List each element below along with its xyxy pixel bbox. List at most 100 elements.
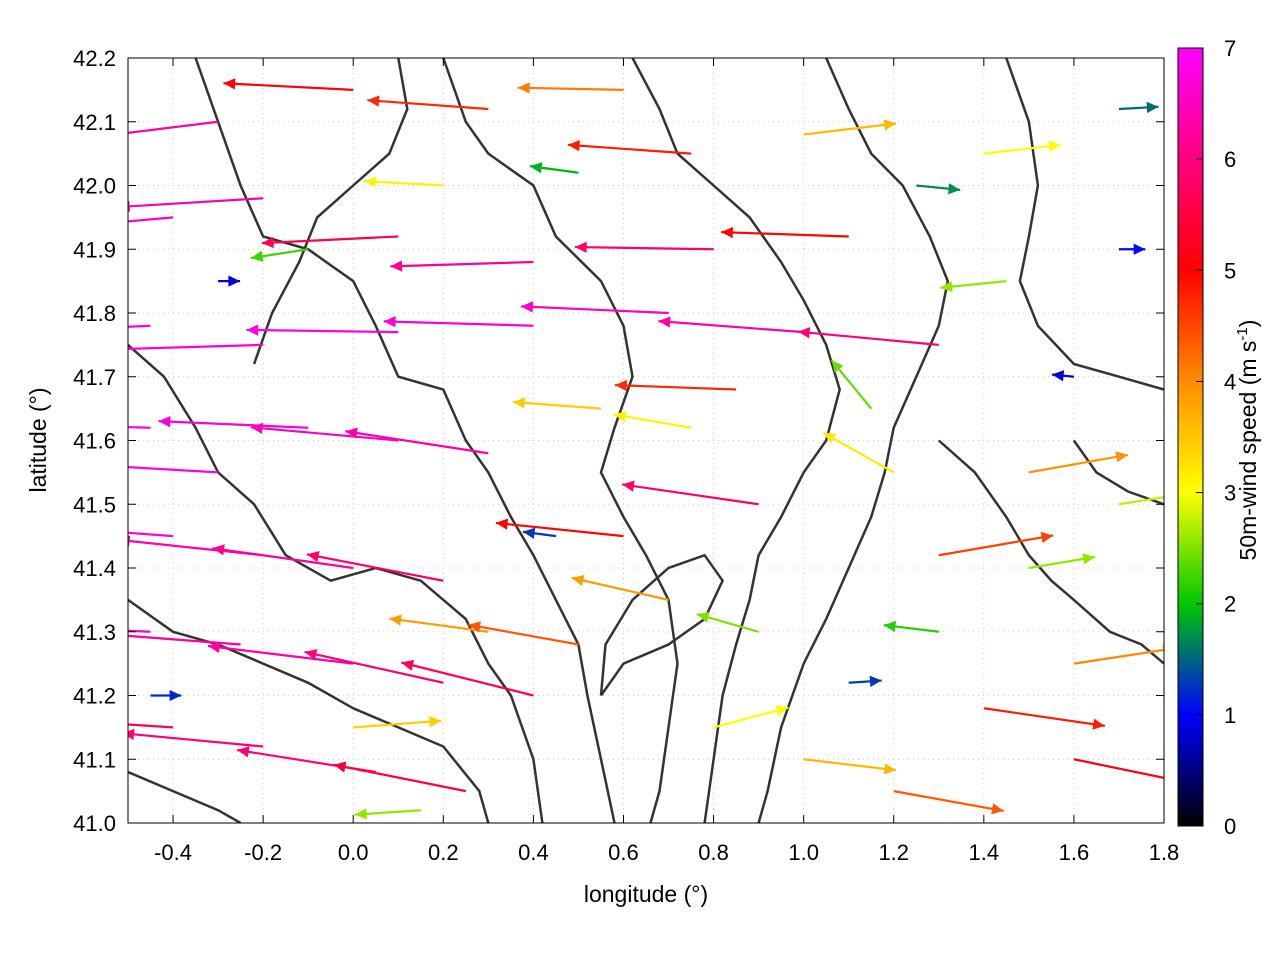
wind-vector (246, 324, 399, 336)
wind-vector (517, 82, 624, 94)
colorbar-tick-label: 3 (1224, 481, 1236, 506)
colorbar-ticks: 0 1 2 3 4 5 6 7 (1196, 36, 1236, 839)
wind-vector (1051, 370, 1075, 382)
wind-vector (938, 531, 1054, 557)
wind-vector (830, 359, 873, 410)
wind-vector (803, 119, 897, 136)
colorbar (1177, 47, 1204, 827)
wind-vector (940, 280, 1007, 293)
x-tick-label: 0.0 (338, 840, 369, 865)
y-tick-label: 41.9 (73, 237, 116, 262)
wind-vector (1118, 496, 1164, 506)
colorbar-tick-label: 0 (1224, 814, 1236, 839)
contour-line (1072, 439, 1164, 506)
colorbar-label: 50m-wind speed (m s-1) (1234, 320, 1261, 561)
wind-vector (128, 531, 174, 538)
colorbar-tick-label: 2 (1224, 592, 1236, 617)
colorbar-tick-label: 7 (1224, 36, 1236, 61)
contour-line (128, 343, 544, 823)
y-tick-label: 41.0 (73, 811, 116, 836)
wind-vector (128, 728, 264, 748)
wind-vector (1028, 553, 1096, 570)
wind-vector (495, 518, 624, 538)
wind-vector (250, 422, 399, 442)
colorbar-tick-label: 1 (1224, 703, 1236, 728)
wind-vector (158, 416, 309, 429)
wind-vector (571, 574, 669, 601)
contour-line (128, 598, 490, 823)
wind-vector (128, 343, 264, 350)
wind-vector (128, 466, 219, 474)
wind-vector (128, 634, 241, 646)
wind-vector (353, 716, 442, 729)
wind-vector (389, 614, 489, 633)
contour-line (757, 58, 950, 823)
wind-vector (333, 761, 467, 793)
contour-line (1005, 58, 1164, 391)
wind-vector (983, 140, 1061, 155)
wind-vector (150, 689, 182, 702)
contour-line (442, 58, 679, 823)
wind-vector (223, 78, 354, 91)
x-tick-label: 1.2 (878, 840, 909, 865)
wind-vector (893, 790, 1004, 815)
wind-vector (218, 275, 241, 287)
contour-line (599, 553, 725, 697)
x-axis-ticks: -0.4 -0.2 0.0 0.2 0.4 0.6 0.8 1.0 1.2 1.4 1.6 1.8 (154, 58, 1179, 865)
plot-background (128, 58, 1164, 823)
wind-vector (250, 248, 309, 262)
wind-vector (468, 621, 579, 646)
wind-vector (306, 551, 444, 582)
y-tick-label: 42.0 (73, 174, 116, 199)
contour-line (194, 58, 616, 823)
wind-vector (1118, 243, 1146, 255)
wind-vector (797, 327, 939, 346)
x-tick-label: 1.6 (1059, 840, 1090, 865)
wind-vector (529, 162, 579, 174)
wind-vector (207, 641, 354, 665)
y-axis-ticks: 41.0 41.1 41.2 41.3 41.4 41.5 41.6 41.7 41.8 41.9… (73, 46, 1164, 836)
y-tick-label: 41.7 (73, 365, 116, 390)
wind-vector (803, 758, 897, 775)
y-tick-label: 41.8 (73, 301, 116, 326)
wind-vector (822, 431, 895, 474)
contour-line (128, 770, 242, 823)
wind-vector (1028, 451, 1129, 474)
wind-vector (848, 675, 882, 687)
y-axis-label: latitude (°) (25, 387, 51, 492)
wind-vector (613, 410, 692, 429)
y-tick-label: 42.1 (73, 110, 116, 135)
y-tick-label: 42.2 (73, 46, 116, 71)
wind-vector (615, 379, 737, 392)
wind-vector (622, 480, 759, 506)
wind-vectors (128, 78, 1164, 820)
x-tick-label: -0.2 (244, 840, 282, 865)
wind-vector (574, 241, 714, 253)
wind-vector (212, 544, 354, 570)
terrain-contours (128, 58, 1164, 823)
x-tick-label: 1.8 (1149, 840, 1180, 865)
wind-vector (390, 260, 534, 272)
contour-line (937, 439, 1164, 665)
y-tick-label: 41.2 (73, 684, 116, 709)
wind-vector (883, 620, 939, 633)
wind-vector (512, 397, 602, 410)
y-tick-label: 41.5 (73, 492, 116, 517)
x-tick-label: 0.8 (698, 840, 729, 865)
y-tick-label: 41.3 (73, 620, 116, 645)
y-tick-label: 41.4 (73, 556, 116, 581)
wind-vector (304, 648, 444, 684)
contour-line (631, 58, 841, 823)
wind-vector (1118, 101, 1159, 114)
y-tick-label: 41.1 (73, 747, 116, 772)
wind-vector (521, 301, 669, 315)
contour-line (252, 58, 409, 365)
x-tick-label: 0.6 (608, 840, 639, 865)
wind-vector (696, 611, 759, 633)
wind-vector (128, 120, 219, 134)
wind-vector (354, 808, 421, 820)
wind-vector (522, 527, 557, 539)
colorbar-tick-label: 6 (1224, 147, 1236, 172)
colorbar-tick-label: 5 (1224, 258, 1236, 283)
wind-vector (128, 216, 174, 223)
